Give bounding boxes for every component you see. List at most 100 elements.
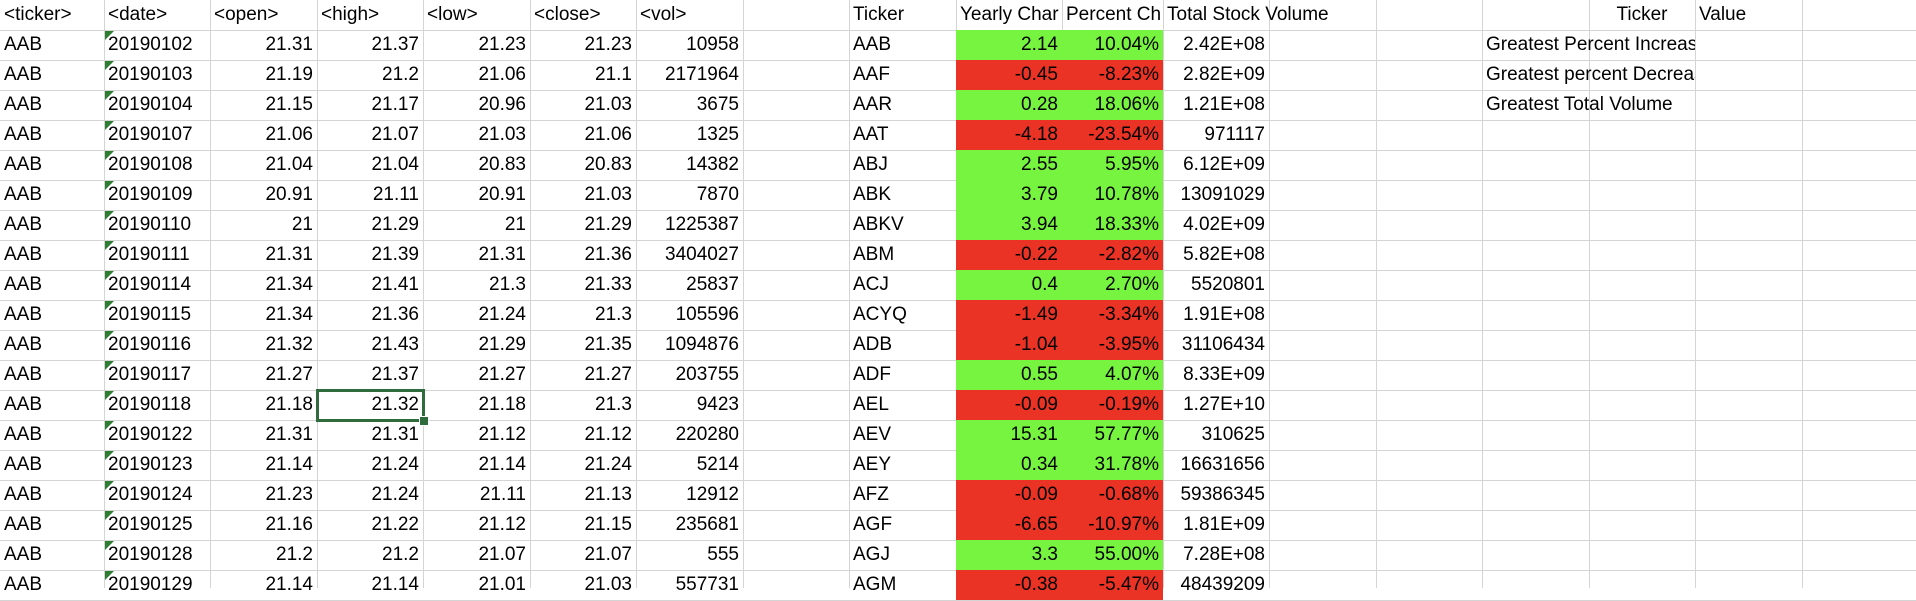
raw-header-cell[interactable]: <high> <box>321 4 380 25</box>
data-cell[interactable]: 21.01 <box>478 574 526 595</box>
total-volume-cell[interactable]: 2.82E+09 <box>1183 64 1265 85</box>
data-cell[interactable]: 1094876 <box>665 334 739 355</box>
percent-change-cell[interactable]: 5.95% <box>1062 150 1163 180</box>
percent-change-cell[interactable]: -23.54% <box>1062 120 1163 150</box>
percent-change-cell[interactable]: 18.33% <box>1062 210 1163 240</box>
data-cell[interactable]: 21 <box>291 214 313 235</box>
data-cell[interactable]: 220280 <box>675 424 739 445</box>
fill-handle[interactable] <box>419 416 429 426</box>
percent-change-cell[interactable]: -3.34% <box>1062 300 1163 330</box>
data-cell[interactable]: 21.1 <box>595 64 632 85</box>
data-cell[interactable]: 21.14 <box>265 454 313 475</box>
data-cell[interactable]: 557731 <box>675 574 739 595</box>
data-cell[interactable]: 20190102 <box>108 34 193 55</box>
data-cell[interactable]: 21.24 <box>478 304 526 325</box>
summary-ticker-cell[interactable]: AAT <box>853 124 889 145</box>
percent-change-cell[interactable]: 4.07% <box>1062 360 1163 390</box>
summary-ticker-cell[interactable]: ABKV <box>853 214 904 235</box>
yearly-change-cell[interactable]: -1.49 <box>956 300 1062 330</box>
data-cell[interactable]: 21.39 <box>371 244 419 265</box>
data-cell[interactable]: 12912 <box>686 484 739 505</box>
data-cell[interactable]: 105596 <box>675 304 739 325</box>
total-volume-cell[interactable]: 310625 <box>1201 424 1265 445</box>
ticker-cell[interactable]: AAB <box>4 544 43 565</box>
data-cell[interactable]: 21.41 <box>371 274 419 295</box>
data-cell[interactable]: 21.34 <box>265 274 313 295</box>
data-cell[interactable]: 20.91 <box>265 184 313 205</box>
data-cell[interactable]: 20190116 <box>108 334 192 355</box>
percent-change-cell[interactable]: 57.77% <box>1062 420 1163 450</box>
data-cell[interactable]: 21.03 <box>584 94 632 115</box>
yearly-change-cell[interactable]: 15.31 <box>956 420 1062 450</box>
yearly-change-cell[interactable]: 3.94 <box>956 210 1062 240</box>
summary-ticker-cell[interactable]: AEV <box>853 424 892 445</box>
ticker-cell[interactable]: AAB <box>4 424 43 445</box>
total-volume-cell[interactable]: 6.12E+09 <box>1183 154 1265 175</box>
data-cell[interactable]: 235681 <box>675 514 739 535</box>
data-cell[interactable]: 21.31 <box>478 244 526 265</box>
data-cell[interactable]: 21.06 <box>265 124 313 145</box>
data-cell[interactable]: 21.43 <box>371 334 419 355</box>
greatest-label-cell[interactable]: Greatest percent Decrease <box>1486 64 1695 85</box>
percent-change-cell[interactable]: 18.06% <box>1062 90 1163 120</box>
data-cell[interactable]: 20190103 <box>108 64 193 85</box>
data-cell[interactable]: 7870 <box>696 184 739 205</box>
total-volume-cell[interactable]: 59386345 <box>1180 484 1265 505</box>
data-cell[interactable]: 20190111 <box>108 244 190 265</box>
summary-ticker-cell[interactable]: ABK <box>853 184 892 205</box>
total-volume-cell[interactable]: 7.28E+08 <box>1183 544 1265 565</box>
percent-change-cell[interactable]: -2.82% <box>1062 240 1163 270</box>
total-volume-cell[interactable]: 1.21E+08 <box>1183 94 1265 115</box>
data-cell[interactable]: 20190107 <box>108 124 193 145</box>
ticker-cell[interactable]: AAB <box>4 454 43 475</box>
ticker-cell[interactable]: AAB <box>4 364 43 385</box>
percent-change-cell[interactable]: 10.78% <box>1062 180 1163 210</box>
summary-header-cell[interactable]: Yearly Char <box>960 4 1059 25</box>
percent-change-cell[interactable]: 10.04% <box>1062 30 1163 60</box>
summary-ticker-cell[interactable]: ABJ <box>853 154 888 175</box>
data-cell[interactable]: 21.3 <box>595 394 632 415</box>
data-cell[interactable]: 21.19 <box>265 64 313 85</box>
data-cell[interactable]: 21.3 <box>595 304 632 325</box>
data-cell[interactable]: 21.2 <box>382 64 419 85</box>
data-cell[interactable]: 21.34 <box>265 304 313 325</box>
percent-change-cell[interactable]: 55.00% <box>1062 540 1163 570</box>
percent-change-cell[interactable]: -8.23% <box>1062 60 1163 90</box>
ticker-cell[interactable]: AAB <box>4 94 43 115</box>
data-cell[interactable]: 21.37 <box>371 364 419 385</box>
data-cell[interactable]: 20190122 <box>108 424 193 445</box>
total-volume-cell[interactable]: 4.02E+09 <box>1183 214 1265 235</box>
data-cell[interactable]: 203755 <box>675 364 739 385</box>
data-cell[interactable]: 21.31 <box>265 424 313 445</box>
data-cell[interactable]: 21.15 <box>584 514 632 535</box>
data-cell[interactable]: 3675 <box>696 94 739 115</box>
summary-ticker-cell[interactable]: AFZ <box>853 484 889 505</box>
raw-header-cell[interactable]: <date> <box>108 4 168 25</box>
data-cell[interactable]: 20190108 <box>108 154 193 175</box>
ticker-cell[interactable]: AAB <box>4 154 43 175</box>
data-cell[interactable]: 21.11 <box>372 184 419 205</box>
data-cell[interactable]: 21.24 <box>371 454 419 475</box>
ticker-cell[interactable]: AAB <box>4 214 43 235</box>
data-cell[interactable]: 9423 <box>696 394 739 415</box>
yearly-change-cell[interactable]: 0.55 <box>956 360 1062 390</box>
data-cell[interactable]: 21.2 <box>276 544 313 565</box>
data-cell[interactable]: 21.14 <box>478 454 526 475</box>
data-cell[interactable]: 21.14 <box>371 574 419 595</box>
summary-header-cell[interactable]: Total Stock Volume <box>1167 4 1329 25</box>
total-volume-cell[interactable]: 971117 <box>1204 124 1265 145</box>
data-cell[interactable]: 21.29 <box>371 214 419 235</box>
data-cell[interactable]: 21.07 <box>478 544 526 565</box>
data-cell[interactable]: 21.32 <box>265 334 313 355</box>
total-volume-cell[interactable]: 16631656 <box>1180 454 1265 475</box>
summary-ticker-cell[interactable]: AGJ <box>853 544 890 565</box>
yearly-change-cell[interactable]: 2.55 <box>956 150 1062 180</box>
data-cell[interactable]: 21.23 <box>478 34 526 55</box>
summary-ticker-cell[interactable]: ACJ <box>853 274 889 295</box>
data-cell[interactable]: 21.23 <box>265 484 313 505</box>
summary-ticker-cell[interactable]: AAR <box>853 94 893 115</box>
data-cell[interactable]: 20190123 <box>108 454 193 475</box>
ticker-cell[interactable]: AAB <box>4 244 43 265</box>
data-cell[interactable]: 20190117 <box>108 364 192 385</box>
